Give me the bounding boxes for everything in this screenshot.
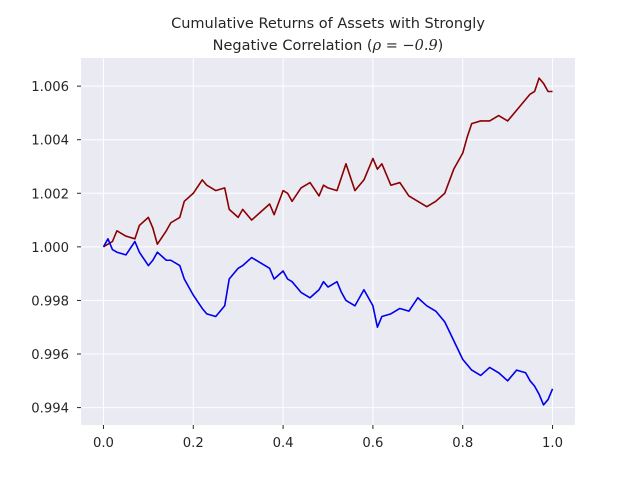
- x-tick-label: 1.0: [542, 436, 563, 451]
- chart-title-line1: Cumulative Returns of Assets with Strong…: [171, 16, 485, 32]
- x-tick-label: 0.4: [273, 436, 294, 451]
- chart-title-line2-math: ρ = −0.9: [372, 38, 438, 54]
- x-tick-label: 0.6: [362, 436, 383, 451]
- x-tick-label: 0.0: [93, 436, 114, 451]
- x-axis: 0.0 0.2 0.4 0.6 0.8 1.0: [93, 425, 563, 451]
- chart-title-line2-suffix: ): [438, 38, 444, 54]
- y-axis: 0.994 0.996 0.998 1.000 1.002 1.004 1.006: [31, 80, 81, 417]
- y-tick-label: 0.996: [31, 348, 69, 363]
- plot-area: [81, 58, 575, 425]
- y-tick-label: 1.006: [31, 80, 69, 95]
- x-tick-label: 0.8: [452, 436, 473, 451]
- y-tick-label: 0.998: [31, 294, 69, 309]
- y-tick-label: 1.002: [31, 187, 69, 202]
- series-line-1: [103, 77, 553, 248]
- y-tick-label: 1.004: [31, 134, 69, 149]
- series-layer: [102, 77, 554, 406]
- grid-lines: [81, 58, 575, 425]
- y-tick-label: 1.000: [31, 241, 69, 256]
- chart-title-line2: Negative Correlation (ρ = −0.9): [213, 38, 444, 54]
- series-line-2: [102, 238, 554, 406]
- x-tick-label: 0.2: [183, 436, 204, 451]
- chart-title-line2-prefix: Negative Correlation (: [213, 38, 373, 54]
- y-tick-label: 0.994: [31, 402, 69, 417]
